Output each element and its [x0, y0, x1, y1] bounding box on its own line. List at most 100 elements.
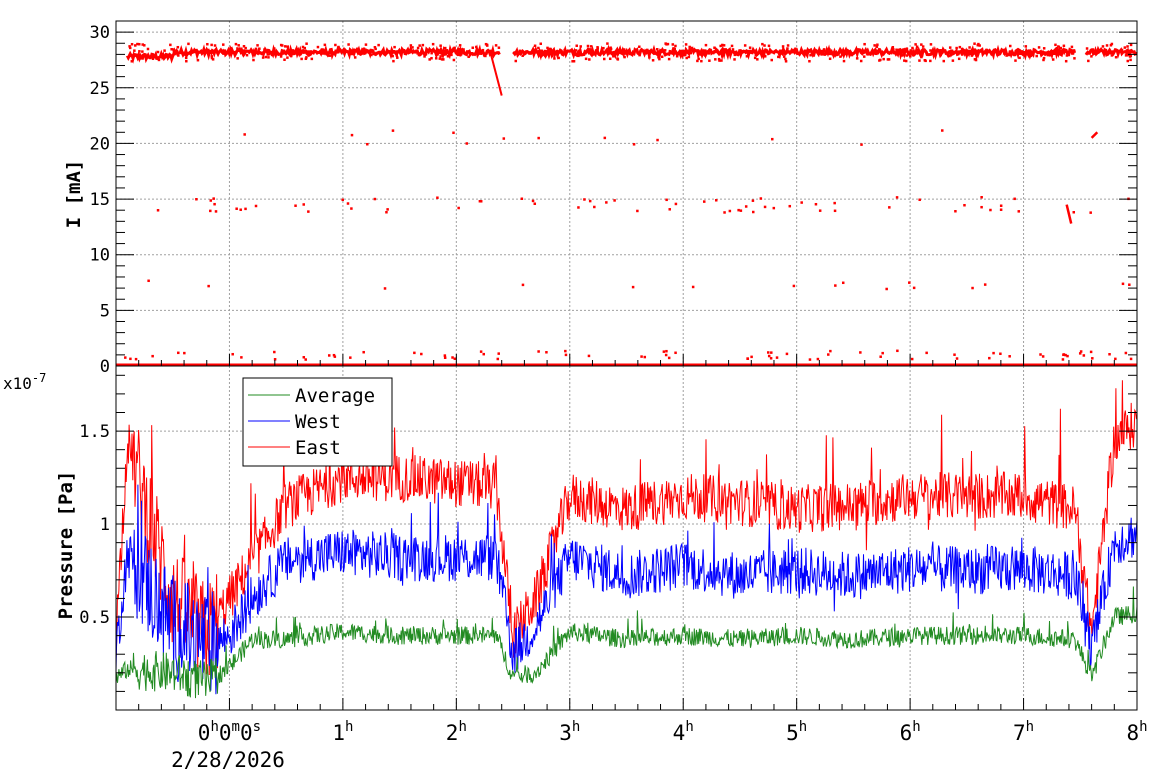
current-point [782, 55, 786, 58]
current-point [346, 202, 350, 205]
current-point [910, 357, 914, 361]
current-point [496, 357, 500, 361]
current-point [286, 56, 289, 59]
current-point [896, 349, 899, 353]
current-point [844, 52, 847, 56]
current-point [696, 59, 699, 63]
current-point [957, 57, 961, 61]
current-point [984, 51, 987, 55]
current-point [891, 46, 895, 49]
current-point [1014, 59, 1017, 62]
current-point [279, 55, 283, 58]
current-point [622, 48, 626, 51]
current-point [578, 50, 582, 53]
current-point [919, 53, 923, 57]
current-point [1124, 351, 1128, 355]
time-axis-date-label: 2/28/2026 [171, 748, 285, 772]
current-point [988, 356, 991, 360]
current-point [827, 353, 830, 356]
current-point [702, 200, 706, 203]
current-point [1049, 54, 1052, 57]
current-point [160, 53, 163, 57]
current-point [829, 349, 832, 353]
current-point [908, 281, 911, 284]
current-point [873, 44, 876, 47]
current-point [690, 46, 694, 50]
current-point [138, 42, 141, 46]
pressure-y-multiplier: x10-7 [3, 371, 46, 393]
current-point [812, 52, 816, 56]
pressure-series-east [115, 380, 1138, 676]
current-point [134, 357, 138, 361]
current-point [577, 206, 580, 209]
current-point [195, 198, 198, 201]
current-point [770, 58, 773, 62]
current-point [662, 350, 666, 353]
current-point [240, 356, 243, 359]
current-point [239, 208, 242, 211]
current-point [688, 45, 691, 49]
current-point [304, 57, 308, 61]
current-point [128, 46, 132, 50]
current-point [812, 54, 816, 57]
current-point [814, 202, 818, 206]
current-point [563, 48, 566, 52]
current-point [948, 54, 951, 58]
current-point [941, 129, 944, 132]
current-point [839, 55, 842, 58]
current-point [583, 198, 586, 201]
y-tick-label: 5 [100, 301, 110, 321]
current-point [920, 55, 923, 59]
current-point [707, 52, 711, 55]
current-point [1109, 50, 1112, 53]
current-point [714, 58, 717, 61]
x-tick-label: 1h [332, 719, 353, 745]
legend-label-east: East [295, 437, 341, 459]
current-point [958, 45, 962, 49]
current-point [1114, 357, 1117, 361]
current-point [484, 54, 487, 58]
current-point [409, 44, 413, 47]
current-point [537, 46, 540, 50]
current-point [244, 207, 247, 211]
current-point [304, 358, 307, 361]
current-point [733, 53, 737, 57]
current-point [1039, 353, 1042, 356]
current-point [1079, 350, 1083, 353]
current-point [1067, 53, 1070, 57]
current-point [792, 284, 796, 288]
current-point [865, 51, 869, 55]
current-point [973, 42, 976, 45]
current-point [1018, 56, 1021, 60]
current-point [721, 43, 724, 47]
current-point [563, 52, 567, 55]
current-point [933, 52, 937, 56]
pressure-y-axis-label: Pressure [Pa] [55, 471, 77, 620]
current-point [1089, 350, 1093, 354]
current-point [1105, 44, 1109, 47]
current-point [687, 55, 691, 59]
current-point [767, 44, 771, 48]
current-point [264, 55, 268, 59]
current-point [273, 350, 276, 354]
current-point [573, 51, 576, 54]
current-point [668, 208, 671, 211]
current-point [279, 43, 283, 47]
current-point [222, 43, 225, 46]
current-point [151, 57, 155, 61]
current-point [416, 52, 419, 55]
current-point [1029, 54, 1032, 58]
current-point [973, 48, 977, 51]
current-point [970, 54, 974, 57]
current-point [795, 51, 799, 55]
current-point [841, 281, 845, 285]
current-point [816, 357, 820, 361]
current-point [1051, 58, 1055, 61]
current-point [141, 43, 144, 46]
current-point [452, 58, 456, 62]
current-point [300, 57, 303, 61]
legend-box [242, 377, 393, 467]
current-point [640, 355, 643, 358]
current-point [242, 44, 246, 48]
current-point [156, 50, 160, 54]
